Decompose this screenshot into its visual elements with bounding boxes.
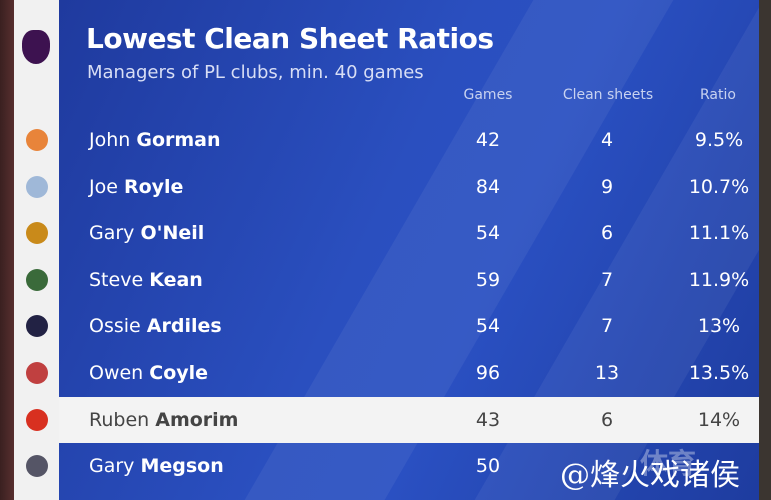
last-name: Coyle xyxy=(149,362,209,384)
games-cell: 54 xyxy=(475,222,501,245)
clean-sheets-cell: 13 xyxy=(594,362,620,384)
table-row: Gary Megson 50 xyxy=(59,443,759,489)
manager-name: Ossie Ardiles xyxy=(89,315,222,337)
ratio-cell: 10.7% xyxy=(688,175,750,198)
table-row: Owen Coyle 96 13 13.5% xyxy=(59,350,759,396)
last-name: O'Neil xyxy=(140,222,205,245)
first-name: Ruben xyxy=(89,408,150,431)
club-logo-icon xyxy=(26,362,48,384)
first-name: Steve xyxy=(89,268,144,291)
club-logo-icon xyxy=(26,175,48,198)
clean-sheets-cell: 7 xyxy=(600,315,614,338)
games-cell: 96 xyxy=(475,362,501,384)
games-cell: 59 xyxy=(475,268,501,291)
clean-sheets-cell: 4 xyxy=(600,129,614,151)
manager-name: Gary O'Neil xyxy=(89,222,204,244)
club-logo-icon xyxy=(26,408,48,431)
games-cell: 84 xyxy=(475,175,501,198)
subtitle: Managers of PL clubs, min. 40 games xyxy=(87,62,424,83)
table-row: Steve Kean 59 7 11.9% xyxy=(59,257,759,303)
table-row: Joe Royle 84 9 10.7% xyxy=(59,164,759,210)
manager-name: Gary Megson xyxy=(89,455,224,477)
last-name: Ardiles xyxy=(146,315,222,338)
games-cell: 54 xyxy=(475,315,501,338)
watermark-faint: 体育 xyxy=(640,447,697,480)
first-name: Owen xyxy=(89,362,144,384)
table-row: John Gorman 42 4 9.5% xyxy=(59,117,759,163)
ratio-cell: 11.1% xyxy=(688,222,750,245)
table-row: Ossie Ardiles 54 7 13% xyxy=(59,303,759,349)
header-games: Games xyxy=(463,87,513,103)
table-row: Gary O'Neil 54 6 11.1% xyxy=(59,210,759,256)
clean-sheets-cell: 9 xyxy=(600,175,614,198)
first-name: Joe xyxy=(89,175,118,198)
first-name: Ossie xyxy=(89,315,141,338)
club-logo-icon xyxy=(26,268,48,291)
ratio-cell: 13.5% xyxy=(688,362,750,384)
header-clean-sheets: Clean sheets xyxy=(562,87,654,103)
games-cell: 42 xyxy=(475,129,501,151)
games-cell: 50 xyxy=(475,455,501,478)
club-logo-icon xyxy=(26,315,48,338)
header-ratio: Ratio xyxy=(700,87,736,103)
last-name: Royle xyxy=(123,175,184,198)
premier-league-logo-icon xyxy=(22,30,50,64)
manager-name: Owen Coyle xyxy=(89,362,208,384)
screen-edge xyxy=(759,0,771,500)
clean-sheets-cell: 6 xyxy=(600,222,614,245)
manager-name: John Gorman xyxy=(89,129,221,151)
table-row: Ruben Amorim 43 6 14% xyxy=(59,396,759,443)
last-name: Megson xyxy=(140,455,224,478)
ratio-cell: 13% xyxy=(697,315,741,338)
games-cell: 43 xyxy=(475,408,501,431)
first-name: Gary xyxy=(89,455,135,478)
ratio-cell: 9.5% xyxy=(694,129,744,151)
ratio-cell: 11.9% xyxy=(688,268,750,291)
page-title: Lowest Clean Sheet Ratios xyxy=(86,22,494,55)
clean-sheets-cell: 6 xyxy=(600,408,614,431)
manager-name: Ruben Amorim xyxy=(89,409,238,431)
club-logo-icon xyxy=(26,129,48,151)
club-logo-icon xyxy=(26,222,48,245)
manager-name: Steve Kean xyxy=(89,269,203,291)
clean-sheets-cell: 7 xyxy=(600,268,614,291)
last-name: Amorim xyxy=(155,408,239,431)
manager-name: Joe Royle xyxy=(89,176,183,198)
first-name: Gary xyxy=(89,222,135,245)
last-name: Gorman xyxy=(136,129,221,151)
ratio-cell: 14% xyxy=(697,408,741,431)
last-name: Kean xyxy=(149,268,203,291)
watermark: @烽火戏诸侯 xyxy=(560,458,740,493)
club-logo-icon xyxy=(26,455,48,478)
first-name: John xyxy=(89,129,131,151)
